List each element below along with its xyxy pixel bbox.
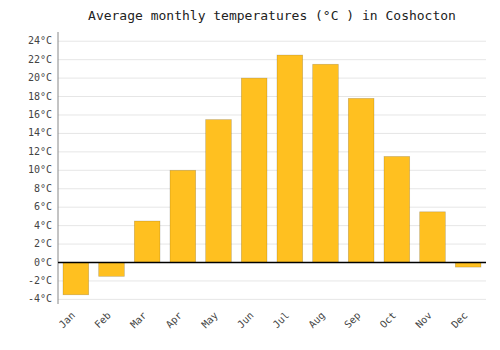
y-tick-label: 10°C bbox=[28, 164, 52, 175]
bar bbox=[206, 120, 232, 263]
bar bbox=[384, 156, 410, 262]
x-tick-label: Sep bbox=[342, 310, 363, 331]
bar bbox=[420, 212, 446, 263]
grid-line bbox=[58, 207, 486, 208]
grid bbox=[58, 41, 486, 299]
x-tick-label: Jun bbox=[235, 310, 256, 331]
y-tick-label: 6°C bbox=[34, 201, 52, 212]
x-axis: Jan Feb Mar Apr May Jun Jul Aug Sep Oct Nov Dec bbox=[57, 310, 470, 331]
chart: Average monthly temperatures (°C ) in Co… bbox=[0, 0, 500, 350]
grid-line bbox=[58, 133, 486, 134]
bar bbox=[63, 263, 89, 295]
grid-line bbox=[58, 280, 486, 281]
x-tick-label: Feb bbox=[92, 310, 113, 331]
bar bbox=[170, 170, 196, 262]
y-tick-label: 14°C bbox=[28, 127, 52, 138]
y-tick-label: 0°C bbox=[34, 257, 52, 268]
grid-line bbox=[58, 151, 486, 152]
x-tick-label: Aug bbox=[306, 310, 327, 331]
grid-line bbox=[58, 59, 486, 60]
grid-line bbox=[58, 188, 486, 189]
y-tick-label: 22°C bbox=[28, 54, 52, 65]
bar bbox=[313, 64, 339, 262]
bar bbox=[241, 78, 267, 262]
grid-line bbox=[58, 262, 486, 263]
y-tick-label: -2°C bbox=[28, 275, 52, 286]
y-axis: -4°C -2°C 0°C 2°C 4°C 6°C 8°C 10°C 12°C 14°C 16°C 1… bbox=[28, 35, 52, 304]
x-tick-label: Jul bbox=[271, 310, 292, 331]
y-tick-label: -4°C bbox=[28, 293, 52, 304]
grid-line bbox=[58, 78, 486, 79]
x-tick-label: Apr bbox=[164, 310, 185, 331]
grid-line bbox=[58, 41, 486, 42]
bar bbox=[348, 98, 374, 262]
y-tick-label: 12°C bbox=[28, 146, 52, 157]
bar bbox=[277, 55, 303, 262]
grid-line bbox=[58, 299, 486, 300]
x-tick-label: Jan bbox=[57, 310, 78, 331]
zero-line bbox=[58, 262, 486, 264]
x-tick-label: Oct bbox=[378, 310, 399, 331]
bar bbox=[99, 263, 125, 277]
grid-line bbox=[58, 96, 486, 97]
grid-line bbox=[58, 170, 486, 171]
x-tick-label: May bbox=[199, 310, 220, 331]
y-tick-label: 18°C bbox=[28, 91, 52, 102]
y-tick-label: 2°C bbox=[34, 238, 52, 249]
y-tick-label: 20°C bbox=[28, 72, 52, 83]
x-tick-label: Nov bbox=[413, 310, 434, 331]
y-tick-label: 8°C bbox=[34, 183, 52, 194]
y-tick-label: 4°C bbox=[34, 220, 52, 231]
y-tick-label: 16°C bbox=[28, 109, 52, 120]
bar bbox=[134, 221, 160, 262]
bars bbox=[63, 55, 481, 295]
y-tick-label: 24°C bbox=[28, 35, 52, 46]
grid-line bbox=[58, 114, 486, 115]
x-tick-label: Mar bbox=[128, 310, 149, 331]
title: Average monthly temperatures (°C ) in Co… bbox=[88, 8, 456, 23]
x-tick-label: Dec bbox=[449, 310, 470, 331]
